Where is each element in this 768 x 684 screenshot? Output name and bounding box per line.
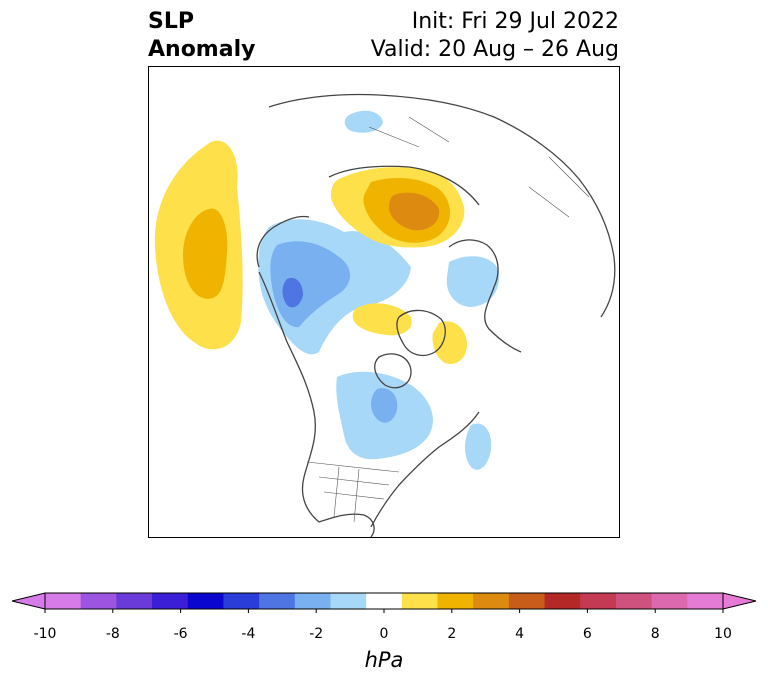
colorbar-segment (651, 593, 688, 609)
colorbar-segment (45, 593, 82, 609)
border-us-grid-4 (353, 468, 360, 523)
anomaly-map (154, 93, 616, 537)
coastline-alaska (256, 215, 310, 268)
anomaly-region-yellow (183, 208, 228, 299)
map-panel (148, 66, 620, 538)
valid-range: Valid: 20 Aug – 26 Aug (370, 37, 619, 62)
border-us-canada (306, 461, 400, 473)
anomaly-region-light-yellow-arctic (352, 303, 412, 336)
coastline-north-america-west (258, 271, 320, 523)
colorbar-segment (580, 593, 617, 609)
coastline-europe (448, 239, 522, 353)
colorbar-segment (544, 593, 581, 609)
colorbar-extend-high (722, 592, 757, 610)
colorbar-unit: hPa (364, 648, 404, 672)
colorbar-segment (223, 593, 260, 609)
border-europe-1 (528, 186, 570, 218)
canada-low-anomaly (258, 110, 500, 355)
title-field: Anomaly (148, 37, 256, 62)
coastlines (256, 93, 616, 537)
colorbar-segment (80, 593, 117, 609)
colorbar-tick-label: 6 (582, 626, 592, 642)
colorbar-segments (45, 593, 724, 609)
colorbar-segment (366, 593, 403, 609)
colorbar-extend-low (11, 592, 46, 610)
coastline-eurasia (268, 93, 616, 318)
border-asia-1 (368, 126, 420, 148)
anomaly-region-light-yellow-greenland (432, 321, 467, 365)
colorbar-tick-label: -2 (309, 626, 324, 642)
colorbar-segment (259, 593, 296, 609)
colorbar-segment (294, 593, 331, 609)
colorbar-tick-label: -8 (105, 626, 120, 642)
colorbar-segment (437, 593, 474, 609)
anomaly-region-light-blue-atlantic (465, 423, 492, 470)
arctic-high-anomaly (352, 303, 467, 365)
title-variable: SLP (148, 9, 194, 34)
border-us-grid-3 (333, 466, 340, 518)
border-europe-2 (548, 156, 590, 198)
colorbar (11, 592, 757, 613)
border-asia-2 (408, 116, 450, 143)
init-date: Init: Fri 29 Jul 2022 (411, 9, 619, 34)
colorbar-segment (187, 593, 224, 609)
colorbar-segment (152, 593, 189, 609)
border-us-grid-2 (323, 491, 385, 500)
colorbar-tick-label: -4 (241, 626, 256, 642)
coastline-siberia-arctic (328, 165, 480, 206)
colorbar-segment (508, 593, 546, 609)
coastline-gulf-mexico (318, 513, 375, 537)
colorbar-segment (401, 593, 439, 609)
eastern-canada-low-anomaly (336, 371, 492, 470)
anomaly-region-light-blue-north (344, 110, 383, 133)
colorbar-tick-label: 8 (650, 626, 660, 642)
colorbar-tick-label: 2 (447, 626, 457, 642)
colorbar-tick-label: -10 (33, 626, 57, 642)
colorbar-segment (615, 593, 653, 609)
anomaly-region-light-blue-europe (446, 256, 500, 307)
colorbar-segment (687, 593, 724, 609)
borders (306, 116, 590, 523)
colorbar-ticks (44, 609, 724, 613)
anomaly-region-mid-blue-east (371, 388, 398, 423)
coastline-greenland (396, 309, 446, 357)
coastline-hudson-bay (374, 353, 412, 389)
map-title: SLP Anomaly (148, 8, 255, 64)
anomaly-region-orange-siberia (389, 192, 440, 231)
anomaly-region-blue (282, 277, 303, 308)
colorbar-tick-label: 0 (379, 626, 389, 642)
colorbar-tick-label: 10 (714, 626, 732, 642)
colorbar-tick-label: -6 (173, 626, 188, 642)
coastline-north-america-east (370, 411, 480, 528)
border-us-grid-1 (318, 476, 390, 486)
forecast-dates: Init: Fri 29 Jul 2022 Valid: 20 Aug – 26… (371, 8, 619, 64)
colorbar-tick-label: 4 (515, 626, 525, 642)
pacific-high-anomaly (154, 140, 243, 350)
colorbar-segment (473, 593, 510, 609)
colorbar-segment (116, 593, 153, 609)
siberia-high-anomaly (330, 167, 465, 248)
colorbar-segment (330, 593, 367, 609)
